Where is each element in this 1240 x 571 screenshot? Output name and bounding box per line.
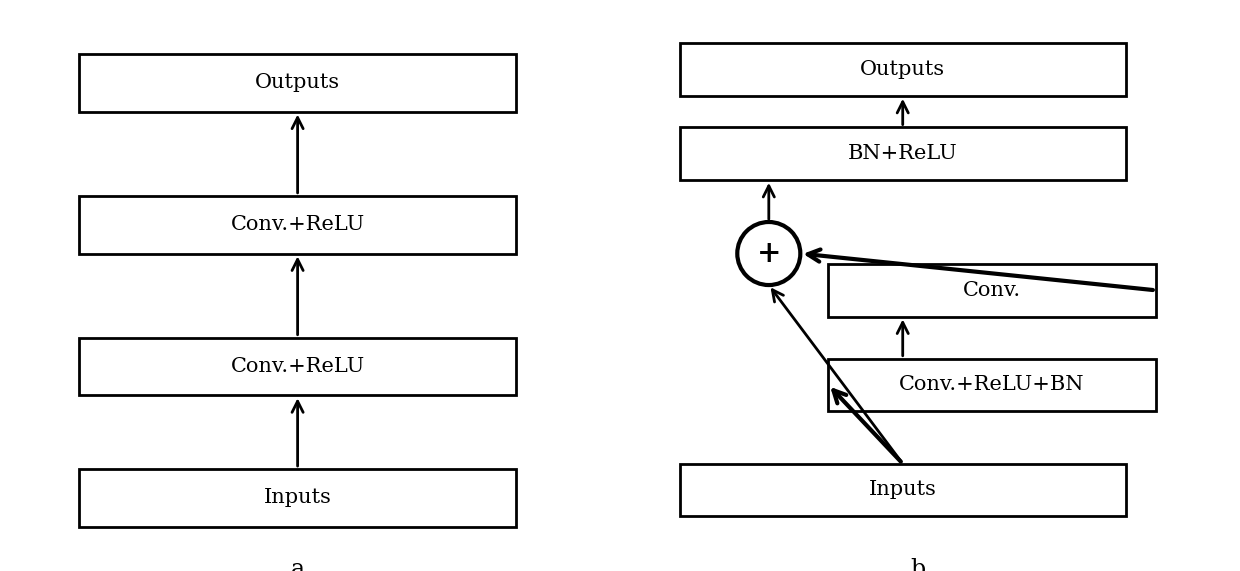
Bar: [79, 469, 516, 526]
Bar: [79, 54, 516, 112]
Bar: [828, 359, 1156, 411]
Ellipse shape: [738, 222, 800, 285]
Bar: [828, 264, 1156, 316]
Text: Conv.+ReLU: Conv.+ReLU: [231, 215, 365, 234]
Bar: [79, 196, 516, 254]
Text: Conv.+ReLU+BN: Conv.+ReLU+BN: [899, 375, 1085, 395]
Bar: [680, 43, 1126, 96]
Text: Inputs: Inputs: [869, 480, 936, 500]
Bar: [79, 337, 516, 395]
Bar: [680, 464, 1126, 516]
Text: a: a: [290, 558, 305, 571]
Text: Conv.: Conv.: [963, 281, 1021, 300]
Text: Outputs: Outputs: [255, 73, 340, 93]
Text: Outputs: Outputs: [861, 60, 945, 79]
Text: Conv.+ReLU: Conv.+ReLU: [231, 357, 365, 376]
Text: +: +: [756, 239, 781, 268]
Text: Inputs: Inputs: [264, 488, 331, 507]
Text: BN+ReLU: BN+ReLU: [848, 144, 957, 163]
Text: b: b: [910, 558, 925, 571]
Bar: [680, 127, 1126, 180]
